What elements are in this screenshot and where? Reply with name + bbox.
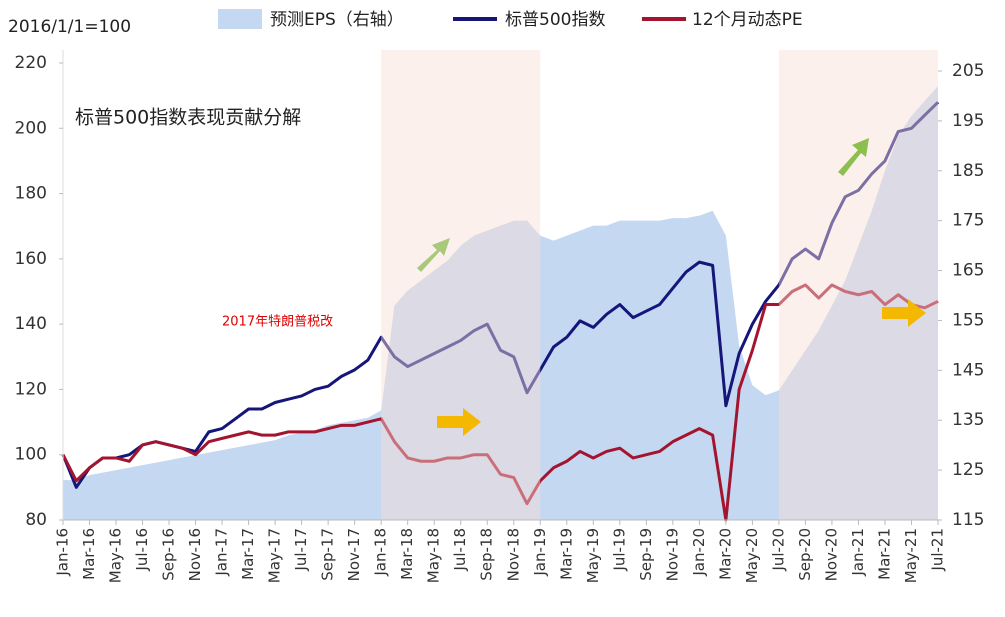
x-tick-label: Sep-20	[796, 528, 814, 581]
x-tick-label: Sep-19	[637, 528, 655, 581]
y2-tick-label: 195	[952, 111, 984, 131]
y2-tick-label: 175	[952, 211, 984, 231]
legend-label: 预测EPS（右轴）	[270, 10, 404, 30]
x-tick-label: Nov-16	[186, 528, 204, 581]
x-tick-label: Nov-19	[663, 528, 681, 581]
arrow	[838, 138, 869, 176]
x-tick-label: May-16	[107, 528, 125, 583]
arrow	[417, 238, 450, 272]
x-tick-label: Jan-19	[531, 528, 549, 577]
y-tick-label: 180	[15, 184, 47, 204]
x-tick-label: Jul-18	[451, 528, 469, 572]
x-tick-label: Sep-16	[160, 528, 178, 581]
y-tick-label: 80	[25, 510, 47, 530]
line	[61, 283, 939, 522]
arrow	[437, 408, 481, 436]
legend-label: 12个月动态PE	[692, 10, 803, 30]
y-tick-label: 160	[15, 249, 47, 269]
y2-tick-label: 145	[952, 360, 984, 380]
period-shade	[778, 50, 938, 520]
x-tick-label: Sep-18	[478, 528, 496, 581]
x-tick-label: Jan-18	[372, 528, 390, 577]
x-tick-label: Jul-17	[292, 528, 310, 572]
y2-tick-label: 185	[952, 161, 984, 181]
x-tick-label: Mar-19	[557, 528, 575, 580]
y2-tick-label: 125	[952, 460, 984, 480]
x-tick-label: May-20	[743, 528, 761, 583]
y-axis-label: 2016/1/1=100	[8, 17, 131, 37]
x-tick-label: Nov-18	[504, 528, 522, 581]
x-tick-label: Jul-19	[610, 528, 628, 572]
x-tick-label: Nov-17	[345, 528, 363, 581]
x-tick-label: Mar-17	[239, 528, 257, 580]
x-tick-label: Sep-17	[319, 528, 337, 581]
legend-label: 标普500指数	[505, 10, 605, 30]
y-tick-label: 140	[15, 314, 47, 334]
x-tick-label: May-18	[425, 528, 443, 583]
annotation: 2017年特朗普税改	[222, 315, 333, 330]
x-tick-label: Mar-20	[716, 528, 734, 580]
x-tick-label: Jan-16	[54, 528, 72, 577]
x-tick-label: Mar-21	[875, 528, 893, 580]
annotation: 标普500指数表现贡献分解	[75, 107, 301, 129]
area	[63, 85, 938, 520]
period-shade	[381, 50, 541, 520]
x-tick-label: May-19	[584, 528, 602, 583]
legend-swatch	[218, 9, 262, 29]
series-layer	[61, 85, 940, 522]
y-tick-label: 220	[15, 53, 47, 73]
y2-tick-label: 205	[952, 61, 984, 81]
x-tick-label: Mar-16	[80, 528, 98, 580]
x-tick-label: Jan-20	[690, 528, 708, 577]
x-tick-label: Jul-21	[929, 528, 947, 572]
line	[61, 101, 940, 489]
arrow	[882, 299, 926, 327]
y2-tick-label: 155	[952, 310, 984, 330]
x-tick-label: May-21	[902, 528, 920, 583]
y-tick-label: 100	[15, 445, 47, 465]
x-tick-label: Jul-16	[133, 528, 151, 572]
x-tick-label: May-17	[266, 528, 284, 583]
y2-tick-label: 135	[952, 410, 984, 430]
x-tick-label: Mar-18	[398, 528, 416, 580]
x-tick-label: Jan-21	[849, 528, 867, 577]
x-tick-label: Nov-20	[822, 528, 840, 581]
y-tick-label: 120	[15, 379, 47, 399]
x-tick-label: Jul-20	[769, 528, 787, 572]
y2-tick-label: 165	[952, 261, 984, 281]
x-tick-label: Jan-17	[213, 528, 231, 577]
y2-tick-label: 115	[952, 510, 984, 530]
y-tick-label: 200	[15, 118, 47, 138]
